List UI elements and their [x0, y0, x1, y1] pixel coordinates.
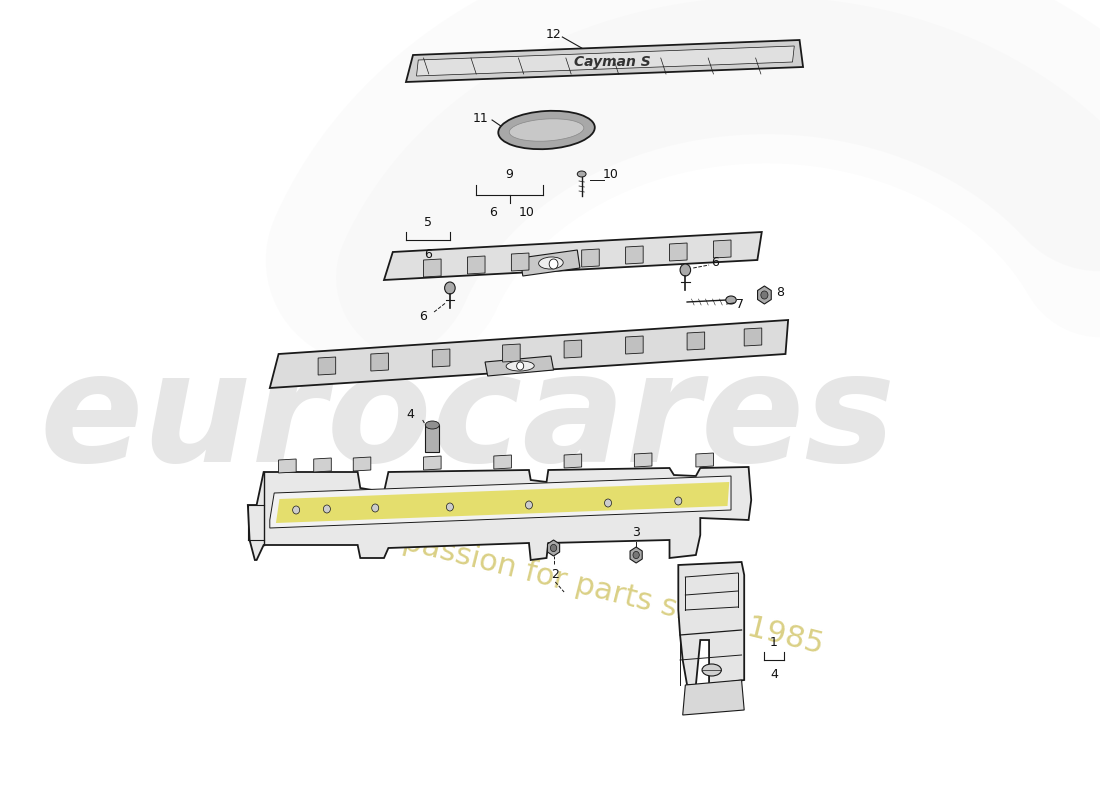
- Polygon shape: [630, 547, 642, 563]
- Polygon shape: [371, 353, 388, 371]
- Circle shape: [550, 544, 557, 552]
- Polygon shape: [582, 249, 600, 267]
- Text: 12: 12: [546, 29, 561, 42]
- Text: Cayman S: Cayman S: [574, 55, 651, 69]
- Circle shape: [447, 503, 453, 511]
- Text: 1: 1: [770, 635, 778, 649]
- Polygon shape: [384, 232, 762, 280]
- Polygon shape: [485, 356, 553, 376]
- Polygon shape: [512, 253, 529, 271]
- Polygon shape: [758, 286, 771, 304]
- Polygon shape: [745, 328, 762, 346]
- Polygon shape: [270, 476, 732, 528]
- Text: 2: 2: [551, 569, 559, 582]
- Circle shape: [680, 264, 691, 276]
- Text: 6: 6: [712, 255, 719, 269]
- Circle shape: [674, 497, 682, 505]
- Polygon shape: [424, 259, 441, 277]
- Polygon shape: [683, 680, 745, 715]
- Text: 4: 4: [406, 409, 415, 422]
- Ellipse shape: [578, 171, 586, 177]
- Polygon shape: [679, 562, 745, 685]
- Ellipse shape: [506, 361, 535, 371]
- Polygon shape: [520, 250, 580, 276]
- Ellipse shape: [498, 111, 595, 149]
- Circle shape: [549, 259, 558, 269]
- Polygon shape: [417, 46, 794, 76]
- Polygon shape: [626, 336, 644, 354]
- Ellipse shape: [426, 421, 439, 429]
- Text: 11: 11: [473, 111, 488, 125]
- Text: 3: 3: [632, 526, 640, 539]
- Text: 5: 5: [424, 215, 432, 229]
- Polygon shape: [314, 458, 331, 472]
- Text: 10: 10: [518, 206, 535, 219]
- Polygon shape: [424, 456, 441, 470]
- Polygon shape: [248, 467, 751, 560]
- Circle shape: [605, 499, 612, 507]
- Ellipse shape: [702, 664, 722, 676]
- Polygon shape: [270, 320, 788, 388]
- Polygon shape: [276, 482, 729, 523]
- Text: 8: 8: [777, 286, 784, 299]
- Polygon shape: [353, 457, 371, 471]
- Polygon shape: [503, 344, 520, 362]
- Polygon shape: [406, 40, 803, 82]
- Circle shape: [323, 505, 330, 513]
- Text: 6: 6: [424, 247, 432, 261]
- Ellipse shape: [726, 296, 736, 304]
- Polygon shape: [318, 357, 336, 375]
- Polygon shape: [564, 454, 582, 468]
- Text: 4: 4: [770, 667, 778, 681]
- Circle shape: [372, 504, 378, 512]
- Polygon shape: [635, 453, 652, 467]
- Text: 9: 9: [506, 169, 514, 182]
- Polygon shape: [670, 243, 688, 261]
- Circle shape: [517, 362, 524, 370]
- Polygon shape: [494, 455, 512, 469]
- Polygon shape: [432, 349, 450, 367]
- Circle shape: [632, 551, 639, 558]
- Circle shape: [526, 501, 532, 509]
- Polygon shape: [426, 425, 439, 452]
- Polygon shape: [278, 459, 296, 473]
- Polygon shape: [548, 540, 560, 556]
- Text: 10: 10: [603, 169, 618, 182]
- Ellipse shape: [509, 118, 584, 142]
- Polygon shape: [468, 256, 485, 274]
- Text: 6: 6: [490, 206, 497, 219]
- Text: a passion for parts since 1985: a passion for parts since 1985: [372, 520, 826, 660]
- Polygon shape: [696, 453, 714, 467]
- Circle shape: [761, 291, 768, 299]
- Polygon shape: [688, 332, 705, 350]
- Text: eurocares: eurocares: [40, 346, 895, 494]
- Text: 6: 6: [419, 310, 428, 322]
- Text: 7: 7: [736, 298, 744, 310]
- Ellipse shape: [539, 257, 563, 269]
- Circle shape: [293, 506, 299, 514]
- Circle shape: [444, 282, 455, 294]
- Polygon shape: [714, 240, 732, 258]
- Polygon shape: [626, 246, 644, 264]
- Polygon shape: [564, 340, 582, 358]
